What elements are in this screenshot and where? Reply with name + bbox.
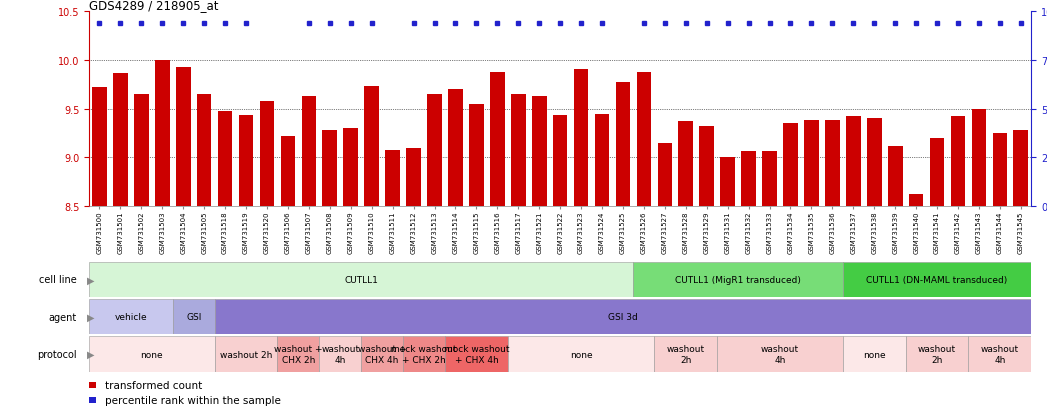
Text: none: none [570, 350, 593, 358]
Bar [89, 337, 215, 372]
Text: ▶: ▶ [87, 349, 94, 359]
Bar [427, 95, 442, 206]
Bar [92, 88, 107, 206]
Bar [218, 112, 232, 206]
Bar [783, 124, 798, 206]
Bar [846, 116, 861, 206]
Text: GDS4289 / 218905_at: GDS4289 / 218905_at [89, 0, 219, 12]
Text: CUTLL1 (MigR1 transduced): CUTLL1 (MigR1 transduced) [675, 275, 801, 284]
Bar [469, 104, 484, 206]
Bar [595, 114, 609, 206]
Bar [553, 115, 567, 206]
Bar [113, 74, 128, 206]
Bar [319, 337, 361, 372]
Bar [134, 95, 149, 206]
Bar [215, 299, 1031, 335]
Bar [89, 397, 96, 403]
Bar [89, 299, 173, 335]
Bar [173, 299, 215, 335]
Bar [532, 97, 547, 206]
Bar [448, 90, 463, 206]
Bar [511, 95, 526, 206]
Bar [445, 337, 508, 372]
Bar [239, 115, 253, 206]
Bar [654, 337, 717, 372]
Bar [343, 129, 358, 206]
Bar [1013, 131, 1028, 206]
Text: washout
4h: washout 4h [981, 344, 1019, 364]
Bar [658, 143, 672, 206]
Bar [951, 117, 965, 206]
Text: washout
4h: washout 4h [321, 344, 359, 364]
Bar [277, 337, 319, 372]
Bar [637, 73, 651, 206]
Text: mock washout
+ CHX 2h: mock washout + CHX 2h [392, 344, 456, 364]
Bar [930, 139, 944, 206]
Bar [89, 262, 633, 297]
Bar [197, 95, 211, 206]
Text: CUTLL1: CUTLL1 [344, 275, 378, 284]
Bar [89, 382, 96, 388]
Text: none: none [140, 350, 163, 358]
Bar [762, 151, 777, 206]
Text: GSI 3d: GSI 3d [608, 313, 638, 321]
Text: washout 2h: washout 2h [220, 350, 272, 358]
Bar [302, 97, 316, 206]
Bar [281, 137, 295, 206]
Text: washout
2h: washout 2h [667, 344, 705, 364]
Bar [888, 146, 903, 206]
Bar [406, 148, 421, 206]
Text: ▶: ▶ [87, 312, 94, 322]
Bar [972, 109, 986, 206]
Bar [741, 151, 756, 206]
Bar [804, 121, 819, 206]
Bar [993, 134, 1007, 206]
Bar [490, 73, 505, 206]
Text: washout
2h: washout 2h [918, 344, 956, 364]
Bar [616, 83, 630, 206]
Bar [968, 337, 1031, 372]
Bar [909, 195, 923, 206]
Text: mock washout
+ CHX 4h: mock washout + CHX 4h [444, 344, 509, 364]
Bar [260, 102, 274, 206]
Text: percentile rank within the sample: percentile rank within the sample [105, 395, 281, 405]
Text: washout +
CHX 4h: washout + CHX 4h [358, 344, 406, 364]
Bar [843, 262, 1031, 297]
Bar [825, 121, 840, 206]
Bar [678, 122, 693, 206]
Bar [322, 131, 337, 206]
Bar [717, 337, 843, 372]
Bar [364, 87, 379, 206]
Bar [508, 337, 654, 372]
Bar [385, 150, 400, 206]
Text: protocol: protocol [37, 349, 76, 359]
Bar [633, 262, 843, 297]
Text: transformed count: transformed count [105, 380, 202, 390]
Bar [403, 337, 445, 372]
Bar [867, 119, 882, 206]
Bar [361, 337, 403, 372]
Bar [176, 68, 191, 206]
Text: CUTLL1 (DN-MAML transduced): CUTLL1 (DN-MAML transduced) [867, 275, 1007, 284]
Bar [720, 158, 735, 206]
Text: GSI: GSI [186, 313, 201, 321]
Bar [215, 337, 277, 372]
Bar [843, 337, 906, 372]
Bar [574, 70, 588, 206]
Text: washout
4h: washout 4h [761, 344, 799, 364]
Text: washout +
CHX 2h: washout + CHX 2h [274, 344, 322, 364]
Text: agent: agent [48, 312, 76, 322]
Bar [699, 127, 714, 206]
Bar [906, 337, 968, 372]
Text: vehicle: vehicle [114, 313, 148, 321]
Text: ▶: ▶ [87, 275, 94, 285]
Bar [155, 61, 170, 206]
Text: none: none [863, 350, 886, 358]
Text: cell line: cell line [39, 275, 76, 285]
